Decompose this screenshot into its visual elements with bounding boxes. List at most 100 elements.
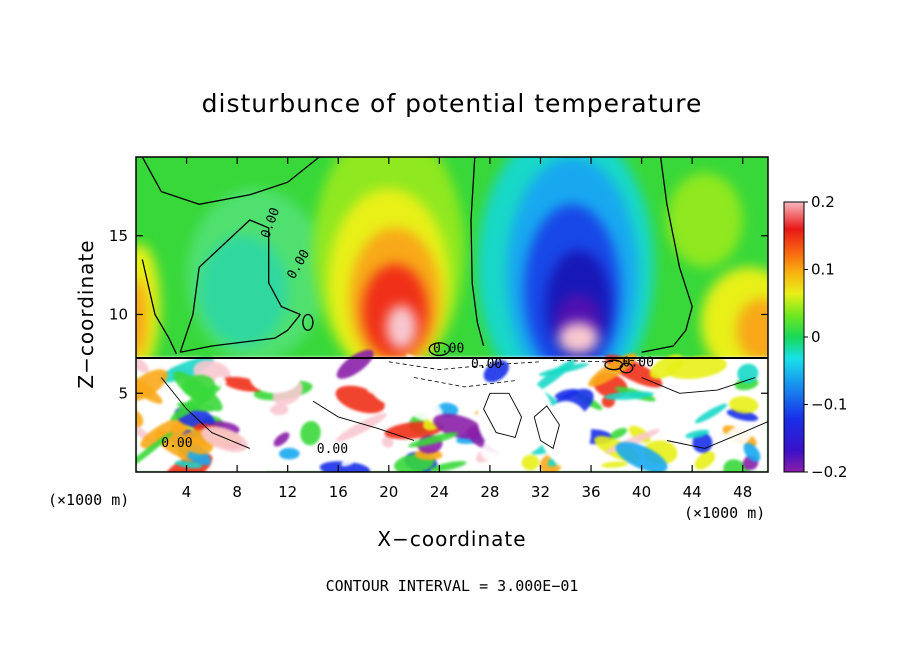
field-blob [558, 322, 599, 354]
contour-line-negative [414, 377, 516, 388]
turbulence-patch [136, 355, 149, 373]
turbulence-patch [649, 354, 685, 380]
turbulence-patch [335, 413, 387, 442]
x-tick-label: 32 [531, 483, 550, 501]
contour-line-negative [388, 361, 541, 371]
turbulence-patch [615, 441, 668, 472]
contour-loop [619, 362, 634, 374]
calm-region [249, 361, 301, 394]
turbulence-patch [692, 432, 713, 453]
x-tick-label: 20 [379, 483, 398, 501]
turbulence-patch [726, 409, 759, 422]
contour-line-negative [553, 359, 642, 363]
contour-label: 0.00 [623, 355, 654, 370]
turbulence-patch [685, 429, 710, 439]
contour-line [470, 157, 485, 347]
contour-line-lower [533, 405, 560, 450]
x-tick-label: 48 [733, 483, 752, 501]
plot-area: 0.000.000.000.000.000.000.00 [136, 157, 768, 472]
x-tick-label: 4 [182, 483, 192, 501]
x-tick-label: 44 [683, 483, 702, 501]
x-axis: 4 8 12 16 20 24 28 32 36 40 44 48 [182, 157, 752, 501]
turbulence-patch [716, 421, 756, 456]
y-axis: 5 10 15 [109, 227, 768, 402]
colorbar: 0.2 0.1 0 −0.1 −0.2 [783, 193, 847, 481]
colorbar-ticks: 0.2 0.1 0 −0.1 −0.2 [804, 193, 847, 481]
x-unit-label: (×1000 m) [684, 504, 765, 522]
y-tick-label: 5 [118, 384, 128, 402]
field-blob [136, 278, 148, 358]
contour-label: 0.00 [471, 357, 502, 372]
x-tick-label: 16 [329, 483, 348, 501]
upper-field [136, 157, 768, 409]
field-blob [666, 172, 743, 268]
turbulence-patch [182, 374, 216, 398]
contour-label: 0.00 [161, 436, 192, 451]
contour-interval-note: CONTOUR INTERVAL = 3.000E−01 [326, 577, 579, 595]
x-tick-label: 24 [430, 483, 449, 501]
contour-label: 0.00 [433, 341, 464, 356]
x-tick-label: 36 [581, 483, 600, 501]
turbulence-patch [300, 420, 321, 446]
contour-line-lower [312, 400, 415, 441]
turbulence-patch [743, 442, 761, 462]
contour-loop [428, 342, 451, 357]
turbulence-patch [694, 451, 716, 470]
x-tick-label: 28 [480, 483, 499, 501]
turbulence-patch [408, 432, 459, 448]
z-unit-label: (×1000 m) [48, 491, 129, 509]
turbulence-patch [601, 461, 628, 468]
y-tick-label: 10 [109, 306, 128, 324]
turbulence-patch [174, 460, 203, 469]
contour-lines: 0.000.000.000.000.000.000.00 [141, 157, 768, 457]
field-blob [736, 298, 768, 362]
turbulence-patch [197, 451, 244, 472]
turbulence-patch [433, 413, 484, 440]
contour-line [179, 219, 302, 353]
turbulence-patch [136, 431, 173, 472]
contour-line-lower [483, 392, 522, 438]
contour-loop [302, 313, 314, 331]
calm-region [369, 361, 459, 409]
contour-line [141, 259, 177, 355]
y-axis-label: Z−coordinate [74, 239, 98, 388]
contour-label: 0.00 [317, 442, 348, 457]
x-tick-label: 40 [632, 483, 651, 501]
contour-line [141, 157, 320, 205]
turbulence-patch [483, 360, 509, 383]
turbulence-patch [381, 436, 394, 448]
contour-line [641, 157, 693, 353]
calm-region [477, 377, 554, 457]
x-tick-label: 8 [232, 483, 242, 501]
colorbar-scale [783, 201, 805, 473]
turbulence-patch [521, 454, 540, 471]
colorbar-tick-label: 0.1 [811, 261, 835, 279]
colorbar-tick-label: 0 [811, 328, 821, 346]
x-tick-label: 12 [278, 483, 297, 501]
colorbar-tick-label: −0.2 [811, 463, 847, 481]
colorbar-tick-label: 0.2 [811, 193, 835, 211]
turbulence-patch [341, 454, 361, 467]
turbulence-patch [319, 461, 371, 472]
field-blob [386, 305, 417, 350]
turbulence-patch [694, 403, 728, 424]
y-tick-label: 15 [109, 227, 128, 245]
turbulence-patch [273, 432, 290, 447]
chart-title: disturbunce of potential temperature [202, 89, 703, 118]
contour-line-lower [160, 377, 250, 449]
calm-region [540, 401, 592, 465]
lower-turbulent-field [136, 349, 768, 472]
turbulence-patch [278, 447, 300, 460]
turbulence-patch [604, 391, 654, 400]
x-axis-label: X−coordinate [377, 527, 526, 551]
contour-line-lower [666, 421, 768, 449]
field-blob [199, 235, 288, 346]
turbulence-patch [270, 404, 289, 416]
contour-line-lower [641, 377, 756, 394]
turbulence-patch [214, 376, 227, 388]
turbulence-patch [336, 349, 374, 379]
turbulence-patch [610, 427, 628, 439]
colorbar-tick-label: −0.1 [811, 396, 847, 414]
turbulence-patch [335, 440, 373, 453]
